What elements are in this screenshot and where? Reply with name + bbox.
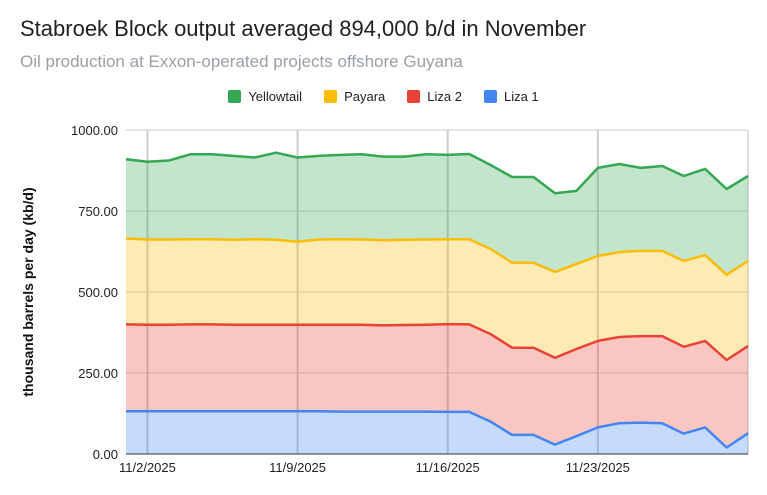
legend-swatch bbox=[324, 90, 338, 103]
y-tick-label: 250.00 bbox=[78, 366, 118, 381]
chart-title: Stabroek Block output averaged 894,000 b… bbox=[20, 16, 587, 41]
x-tick-label: 11/2/2025 bbox=[119, 460, 176, 475]
line-liza-2 bbox=[125, 322, 749, 362]
chart-subtitle: Oil production at Exxon-operated project… bbox=[20, 52, 463, 71]
y-axis-label: thousand barrels per day (kb/d) bbox=[20, 187, 36, 396]
x-tick-label: 11/23/2025 bbox=[566, 460, 630, 475]
y-tick-label: 750.00 bbox=[78, 204, 118, 219]
x-tick-label: 11/9/2025 bbox=[269, 460, 326, 475]
area-payara bbox=[126, 238, 748, 360]
y-tick-label: 0.00 bbox=[93, 447, 118, 462]
y-tick-label: 1000.00 bbox=[71, 123, 118, 138]
line-payara bbox=[125, 237, 749, 277]
line-yellowtail bbox=[125, 151, 749, 195]
legend-swatch bbox=[407, 90, 421, 103]
legend-item-liza-2[interactable]: Liza 2 bbox=[407, 89, 462, 104]
x-tick-label: 11/16/2025 bbox=[416, 460, 480, 475]
legend-swatch bbox=[228, 90, 242, 103]
line-liza-1 bbox=[126, 409, 749, 449]
legend-label: Yellowtail bbox=[248, 89, 303, 104]
area-liza-1 bbox=[126, 411, 748, 454]
legend-label: Payara bbox=[344, 89, 386, 104]
legend-item-payara[interactable]: Payara bbox=[324, 89, 385, 104]
y-tick-label: 500.00 bbox=[78, 285, 118, 300]
legend-item-liza-1[interactable]: Liza 1 bbox=[483, 89, 539, 104]
area-liza-2 bbox=[126, 324, 748, 448]
area-yellowtail bbox=[126, 152, 748, 275]
legend-item-yellowtail[interactable]: Yellowtail bbox=[228, 89, 302, 104]
legend-label: Liza 2 bbox=[427, 89, 462, 104]
legend-swatch bbox=[483, 90, 497, 103]
legend-label: Liza 1 bbox=[503, 89, 539, 104]
legend: Yellowtail Payara Liza 2 Liza 1 bbox=[0, 89, 767, 104]
